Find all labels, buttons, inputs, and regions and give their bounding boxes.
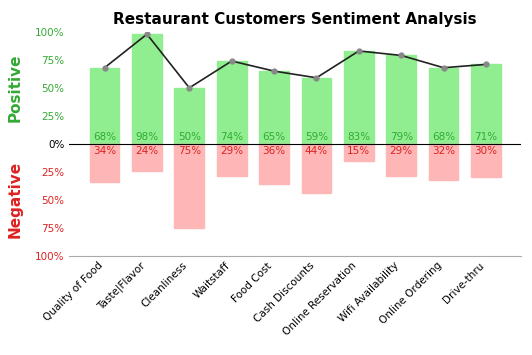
Bar (386, 144, 416, 176)
Bar (259, 71, 289, 144)
Text: Positive: Positive (7, 54, 22, 122)
Text: 30%: 30% (475, 146, 497, 156)
Text: 32%: 32% (432, 146, 455, 156)
Text: 59%: 59% (305, 132, 328, 142)
Bar (174, 88, 204, 144)
Bar (174, 144, 204, 228)
Bar (90, 144, 119, 182)
Text: 71%: 71% (475, 132, 497, 142)
Text: 83%: 83% (347, 132, 370, 142)
Text: 50%: 50% (178, 132, 201, 142)
Bar (217, 61, 246, 144)
Text: Negative: Negative (7, 161, 22, 238)
Bar (344, 51, 373, 144)
Text: 36%: 36% (262, 146, 286, 156)
Text: 79%: 79% (389, 132, 413, 142)
Text: 29%: 29% (389, 146, 413, 156)
Bar (429, 68, 459, 144)
Text: 44%: 44% (305, 146, 328, 156)
Text: 34%: 34% (93, 146, 116, 156)
Bar (217, 144, 246, 176)
Bar (132, 34, 162, 144)
Text: 74%: 74% (220, 132, 243, 142)
Text: 68%: 68% (432, 132, 455, 142)
Text: 98%: 98% (135, 132, 159, 142)
Bar (344, 144, 373, 160)
Bar (302, 78, 331, 144)
Bar (429, 144, 459, 180)
Bar (259, 144, 289, 184)
Bar (132, 144, 162, 171)
Bar (90, 68, 119, 144)
Text: 65%: 65% (262, 132, 286, 142)
Bar (471, 64, 501, 144)
Bar (386, 55, 416, 144)
Bar (302, 144, 331, 193)
Text: 68%: 68% (93, 132, 116, 142)
Text: 24%: 24% (135, 146, 159, 156)
Bar (471, 144, 501, 177)
Text: 29%: 29% (220, 146, 243, 156)
Title: Restaurant Customers Sentiment Analysis: Restaurant Customers Sentiment Analysis (113, 12, 477, 27)
Text: 15%: 15% (347, 146, 370, 156)
Text: 75%: 75% (178, 146, 201, 156)
